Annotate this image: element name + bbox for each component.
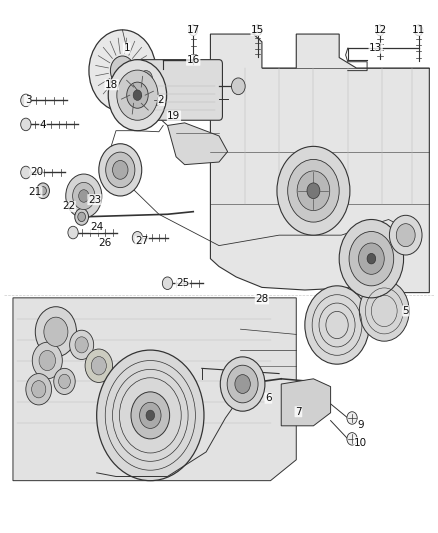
Polygon shape — [13, 298, 296, 481]
Circle shape — [21, 118, 31, 131]
Circle shape — [349, 231, 394, 286]
Circle shape — [414, 25, 423, 36]
Circle shape — [75, 208, 88, 225]
FancyBboxPatch shape — [134, 60, 223, 120]
Polygon shape — [210, 34, 429, 293]
Circle shape — [277, 147, 350, 235]
Circle shape — [132, 231, 143, 244]
Text: 11: 11 — [412, 26, 425, 35]
Circle shape — [39, 187, 46, 195]
Circle shape — [339, 220, 403, 298]
Text: 5: 5 — [403, 306, 409, 316]
Text: 10: 10 — [354, 438, 367, 448]
Text: 25: 25 — [176, 278, 189, 288]
Circle shape — [305, 286, 369, 364]
Text: 27: 27 — [135, 237, 148, 246]
Text: 15: 15 — [251, 26, 264, 35]
Text: 4: 4 — [40, 120, 46, 131]
Circle shape — [39, 351, 56, 370]
Text: 12: 12 — [373, 26, 387, 35]
Circle shape — [59, 374, 71, 389]
Circle shape — [21, 94, 31, 107]
Circle shape — [26, 374, 52, 405]
Circle shape — [66, 174, 102, 218]
Circle shape — [288, 159, 339, 222]
Circle shape — [152, 95, 161, 106]
Circle shape — [235, 375, 251, 393]
Text: 2: 2 — [158, 95, 164, 106]
Circle shape — [133, 90, 142, 100]
Text: 23: 23 — [88, 195, 101, 205]
Circle shape — [89, 30, 156, 111]
Circle shape — [162, 277, 173, 289]
Text: 26: 26 — [99, 238, 112, 248]
Circle shape — [347, 411, 357, 424]
Circle shape — [78, 212, 85, 222]
Circle shape — [73, 182, 95, 209]
Circle shape — [113, 160, 128, 179]
Text: 9: 9 — [357, 421, 364, 430]
Polygon shape — [167, 123, 228, 165]
Text: 16: 16 — [187, 55, 200, 65]
Circle shape — [35, 306, 77, 357]
Circle shape — [359, 280, 409, 341]
Circle shape — [54, 368, 75, 394]
Circle shape — [347, 433, 357, 445]
Circle shape — [376, 25, 384, 36]
Circle shape — [367, 254, 376, 264]
Circle shape — [44, 317, 68, 346]
Circle shape — [91, 357, 106, 375]
Circle shape — [297, 171, 330, 211]
Text: 21: 21 — [28, 187, 42, 197]
Circle shape — [21, 166, 31, 179]
Circle shape — [110, 56, 134, 85]
Circle shape — [68, 227, 78, 239]
Text: 3: 3 — [25, 95, 31, 106]
Text: 18: 18 — [105, 80, 118, 90]
Circle shape — [220, 357, 265, 411]
Circle shape — [396, 224, 415, 247]
Circle shape — [146, 410, 155, 421]
Circle shape — [99, 144, 142, 196]
Circle shape — [253, 25, 262, 36]
Circle shape — [140, 402, 161, 429]
Text: 19: 19 — [167, 111, 180, 121]
Circle shape — [358, 243, 384, 274]
Circle shape — [108, 60, 166, 131]
Circle shape — [307, 183, 320, 199]
Text: 1: 1 — [124, 43, 130, 53]
Circle shape — [70, 330, 94, 359]
Circle shape — [117, 70, 158, 120]
Circle shape — [231, 78, 245, 95]
Circle shape — [140, 71, 152, 86]
Text: 28: 28 — [255, 294, 268, 304]
Text: 22: 22 — [62, 201, 75, 212]
Text: 17: 17 — [187, 26, 200, 35]
Polygon shape — [281, 379, 331, 426]
Circle shape — [32, 381, 46, 398]
Circle shape — [106, 152, 135, 188]
Text: 6: 6 — [265, 393, 272, 403]
Circle shape — [85, 349, 113, 383]
Text: 7: 7 — [295, 407, 302, 417]
Circle shape — [227, 365, 258, 403]
Text: 24: 24 — [90, 222, 103, 232]
Circle shape — [127, 82, 148, 108]
Text: 13: 13 — [369, 43, 382, 53]
Circle shape — [389, 215, 422, 255]
Circle shape — [97, 350, 204, 481]
Circle shape — [189, 25, 198, 36]
Circle shape — [36, 183, 49, 199]
Circle shape — [131, 392, 170, 439]
Circle shape — [79, 190, 89, 202]
Text: 20: 20 — [30, 167, 43, 177]
Circle shape — [75, 337, 88, 353]
Circle shape — [32, 342, 62, 379]
Circle shape — [134, 64, 158, 93]
